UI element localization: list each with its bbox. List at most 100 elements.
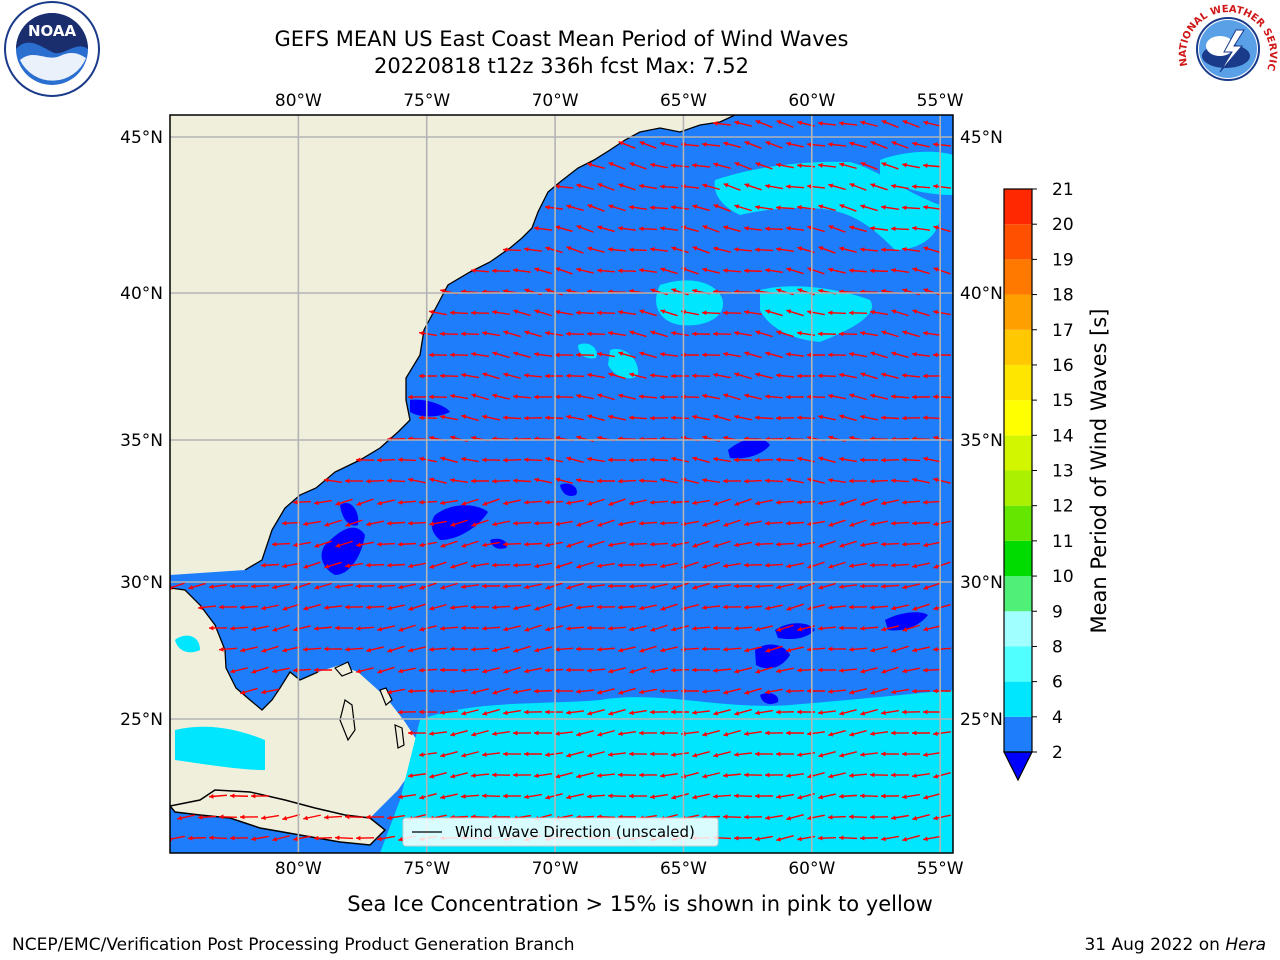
wind-wave-arrowhead (723, 351, 728, 357)
wind-wave-arrowhead (765, 648, 771, 653)
wind-wave-arrowhead (765, 605, 771, 611)
wind-wave-arrowhead (608, 372, 614, 377)
wind-wave-arrowhead (755, 457, 760, 463)
colorbar-segment (1004, 189, 1032, 225)
wind-wave-arrowhead (860, 625, 865, 631)
wind-wave-arrowhead (345, 478, 350, 484)
wind-wave-arrowhead (587, 793, 592, 799)
wind-wave-arrowhead (828, 605, 833, 610)
wind-wave-arrowhead (639, 226, 644, 232)
wind-wave-arrowhead (713, 204, 719, 209)
wind-wave-arrowhead (450, 564, 456, 569)
wind-wave-arrowhead (755, 836, 760, 842)
wind-wave-arrowhead (629, 204, 634, 210)
wind-wave-arrowhead (513, 648, 519, 653)
wind-wave-arrowhead (902, 794, 907, 800)
wind-wave-arrowhead (240, 690, 246, 695)
wind-wave-arrowhead (765, 267, 770, 273)
wind-wave-arrowhead (660, 688, 665, 694)
wind-wave-arrowhead (524, 751, 529, 757)
colorbar-segment (1004, 435, 1032, 471)
wind-wave-arrowhead (482, 501, 488, 506)
wind-wave-arrowhead (786, 688, 791, 694)
wind-wave-arrowhead (744, 772, 749, 778)
wind-wave-arrowhead (419, 499, 424, 505)
wind-wave-arrowhead (734, 204, 740, 209)
wind-wave-arrowhead (303, 564, 309, 569)
wind-wave-arrowhead (723, 563, 728, 569)
wind-wave-arrowhead (902, 246, 907, 252)
wind-wave-arrowhead (482, 710, 488, 716)
wind-wave-arrowhead (933, 521, 938, 527)
wind-wave-arrowhead (545, 456, 550, 462)
wind-wave-arrowhead (891, 648, 897, 653)
wind-wave-arrowhead (713, 752, 719, 758)
wind-wave-arrowhead (429, 564, 435, 569)
wind-wave-arrowhead (860, 372, 866, 377)
wind-wave-arrowhead (713, 414, 719, 420)
wind-wave-arrowhead (671, 456, 676, 462)
wind-wave-arrowhead (356, 625, 361, 631)
wind-wave-arrowhead (597, 393, 603, 399)
lon-label-bottom: 60°W (788, 859, 835, 879)
wind-wave-arrowhead (786, 815, 792, 821)
wind-wave-arrowhead (765, 520, 770, 526)
cyan-regions (175, 151, 953, 853)
wind-wave-arrowhead (261, 689, 266, 695)
wind-wave-arrowhead (566, 710, 571, 715)
wind-wave-arrowhead (828, 435, 834, 441)
wind-wave-arrowhead (618, 183, 624, 188)
wind-wave-arrowhead (450, 393, 455, 399)
wind-wave-arrowhead (933, 477, 939, 483)
wind-wave-arrowhead (828, 646, 833, 652)
wind-wave-arrowhead (587, 331, 592, 337)
wind-wave-arrowhead (797, 456, 802, 462)
colorbar-under-triangle (1003, 751, 1033, 782)
wind-wave-arrowhead (461, 668, 466, 673)
wind-wave-arrowhead (776, 794, 781, 800)
colorbar-tick-label: 10 (1052, 567, 1074, 587)
wind-wave-arrowhead (660, 352, 665, 357)
wind-wave-arrowhead (860, 793, 865, 799)
colorbar-segment (1004, 505, 1032, 541)
wind-wave-arrowhead (755, 415, 760, 421)
wind-wave-arrowhead (629, 583, 634, 589)
wind-wave-arrowhead (786, 773, 791, 779)
wind-wave-arrowhead (671, 542, 676, 548)
wind-wave-arrowhead (503, 372, 509, 378)
wind-wave-arrowhead (618, 731, 623, 737)
wind-wave-arrowhead (839, 414, 845, 420)
lon-label-top: 75°W (403, 91, 450, 111)
wind-wave-arrowhead (839, 121, 844, 126)
wind-wave-arrowhead (492, 562, 497, 568)
wind-wave-arrowhead (807, 309, 812, 315)
wind-wave-arrowhead (324, 605, 329, 610)
wind-wave-arrowhead (471, 351, 476, 357)
wind-wave-arrowhead (398, 836, 404, 842)
wind-wave-arrowhead (398, 541, 403, 547)
wind-wave-arrowhead (765, 141, 771, 146)
wind-wave-arrowhead (440, 543, 446, 548)
wind-wave-arrowhead (807, 184, 812, 189)
wind-wave-arrowhead (671, 415, 676, 421)
wind-wave-arrowhead (240, 647, 246, 653)
wind-wave-arrowhead (671, 163, 676, 168)
wind-wave-arrowhead (566, 373, 571, 379)
wind-wave-arrowhead (881, 162, 887, 167)
wind-wave-arrowhead (608, 583, 613, 589)
colorbar: 2 4 6 8 9 10 11 12 13 14 15 16 17 18 19 20 21 (1003, 180, 1074, 782)
wind-wave-arrowhead (471, 604, 476, 610)
colorbar-tick-label: 19 (1052, 250, 1074, 270)
wind-wave-arrowhead (818, 752, 824, 758)
wind-wave-arrowhead (807, 352, 812, 358)
wind-wave-arrowhead (870, 690, 876, 695)
wind-wave-arrowhead (818, 373, 823, 379)
wind-wave-arrowhead (639, 520, 644, 526)
wind-wave-arrowhead (881, 204, 886, 210)
wind-wave-arrowhead (744, 731, 749, 737)
wind-wave-arrowhead (524, 247, 529, 252)
wind-wave-arrowhead (818, 121, 823, 126)
wind-wave-arrowhead (650, 668, 655, 674)
wind-wave-arrowhead (828, 225, 834, 230)
